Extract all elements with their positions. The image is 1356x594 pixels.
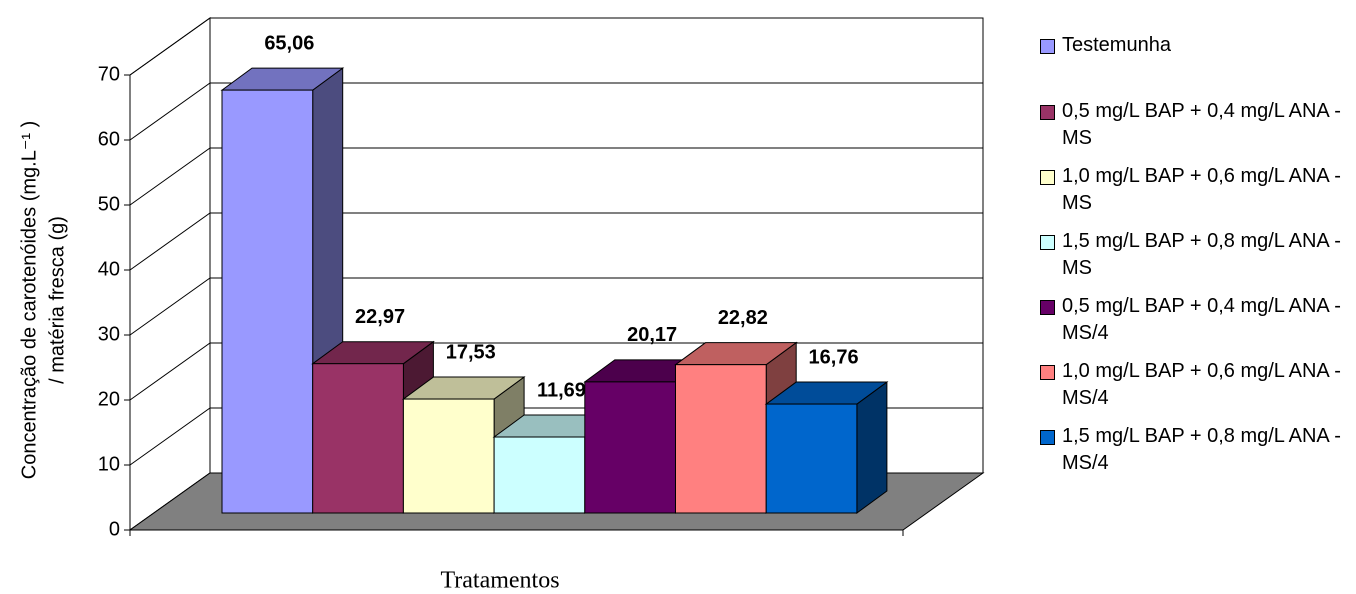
bar — [764, 381, 889, 514]
y-tick-label: 60 — [98, 128, 120, 150]
x-axis-label: Tratamentos — [440, 568, 559, 594]
grid-line — [129, 82, 983, 141]
y-tick-label: 10 — [98, 453, 120, 475]
value-label: 17,53 — [446, 341, 496, 363]
legend-label: 0,5 mg/L BAP + 0,4 mg/L ANA - MS/4 — [1062, 295, 1341, 344]
value-label: 22,82 — [718, 307, 768, 329]
value-label: 65,06 — [264, 32, 314, 54]
bar-front — [493, 436, 586, 514]
value-label: 22,97 — [355, 306, 405, 328]
legend-label: 0,5 mg/L BAP + 0,4 mg/L ANA - MS — [1062, 100, 1341, 149]
legend-label: 1,0 mg/L BAP + 0,6 mg/L ANA - MS — [1062, 165, 1341, 214]
y-tick-label: 0 — [109, 518, 120, 540]
legend-swatch — [1040, 39, 1055, 54]
legend-swatch — [1040, 300, 1055, 315]
grid-line — [129, 212, 983, 271]
bar-front — [584, 381, 676, 514]
legend-label: 1,5 mg/L BAP + 0,8 mg/L ANA - MS/4 — [1062, 425, 1341, 474]
grid-line — [129, 17, 983, 76]
value-label: 16,76 — [809, 346, 859, 368]
legend-swatch — [1040, 430, 1055, 445]
side-wall — [129, 17, 211, 531]
bar-front — [675, 364, 767, 514]
legend-swatch — [1040, 235, 1055, 250]
legend-swatch — [1040, 365, 1055, 380]
y-tick-label: 30 — [98, 323, 120, 345]
legend-swatch — [1040, 170, 1055, 185]
value-label: 11,69 — [537, 379, 586, 401]
bar-side — [856, 381, 888, 514]
grid-line — [129, 147, 983, 206]
legend-label: 1,5 mg/L BAP + 0,8 mg/L ANA - MS — [1062, 230, 1341, 279]
y-tick-label: 20 — [98, 388, 120, 410]
legend-label: 1,0 mg/L BAP + 0,6 mg/L ANA - MS/4 — [1062, 360, 1341, 409]
bar-front — [402, 398, 495, 514]
legend-swatch — [1040, 105, 1055, 120]
y-tick-label: 50 — [98, 193, 120, 215]
y-axis-label: / matéria fresca (g) — [46, 216, 68, 384]
bar-front — [221, 89, 314, 514]
y-axis-label: Concentração de carotenóides (mg.L⁻¹ ) — [18, 121, 40, 480]
bar-front — [312, 363, 404, 514]
bar-front — [765, 403, 858, 514]
y-tick-label: 40 — [98, 258, 120, 280]
value-label: 20,17 — [627, 324, 677, 346]
legend-label: Testemunha — [1062, 34, 1171, 56]
y-tick-label: 70 — [98, 63, 120, 85]
grid-line — [129, 277, 983, 336]
